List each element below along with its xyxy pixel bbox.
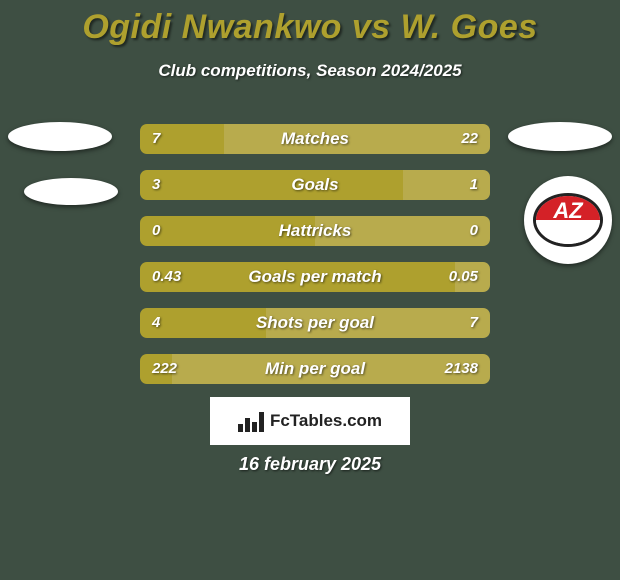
page-title: Ogidi Nwankwo vs W. Goes bbox=[0, 8, 620, 47]
player-left-marker-2 bbox=[24, 178, 118, 205]
metric-value-left: 0.43 bbox=[152, 262, 181, 292]
metric-row: Min per goal222 2138 bbox=[140, 354, 490, 384]
az-badge: AZ bbox=[533, 193, 603, 247]
page-subtitle: Club competitions, Season 2024/2025 bbox=[0, 61, 620, 81]
metric-value-right: 1 bbox=[470, 170, 478, 200]
metric-row: Hattricks0 0 bbox=[140, 216, 490, 246]
metric-label: Shots per goal bbox=[140, 308, 490, 338]
player-right-club-badge: AZ bbox=[524, 176, 612, 264]
metric-row: Goals per match0.43 0.05 bbox=[140, 262, 490, 292]
metric-value-left: 7 bbox=[152, 124, 160, 154]
metric-value-right: 0.05 bbox=[449, 262, 478, 292]
comparison-infographic: Ogidi Nwankwo vs W. Goes Club competitio… bbox=[0, 0, 620, 580]
player-right-marker-1 bbox=[508, 122, 612, 151]
player-left-marker-1 bbox=[8, 122, 112, 151]
metric-row: Shots per goal4 7 bbox=[140, 308, 490, 338]
metric-value-left: 3 bbox=[152, 170, 160, 200]
metric-value-left: 4 bbox=[152, 308, 160, 338]
metric-value-right: 22 bbox=[461, 124, 478, 154]
metric-row: Goals3 1 bbox=[140, 170, 490, 200]
metric-label: Min per goal bbox=[140, 354, 490, 384]
chart-icon bbox=[238, 410, 264, 432]
comparison-bars: Matches722Goals31Hattricks00Goals per ma… bbox=[140, 124, 490, 400]
metric-row: Matches7 22 bbox=[140, 124, 490, 154]
metric-value-left: 0 bbox=[152, 216, 160, 246]
metric-value-right: 2138 bbox=[445, 354, 478, 384]
watermark-text: FcTables.com bbox=[270, 411, 382, 431]
watermark: FcTables.com bbox=[210, 397, 410, 445]
date-label: 16 february 2025 bbox=[0, 454, 620, 475]
az-badge-text: AZ bbox=[536, 198, 600, 224]
metric-label: Matches bbox=[140, 124, 490, 154]
metric-value-right: 7 bbox=[470, 308, 478, 338]
metric-label: Hattricks bbox=[140, 216, 490, 246]
metric-value-left: 222 bbox=[152, 354, 177, 384]
metric-label: Goals per match bbox=[140, 262, 490, 292]
metric-value-right: 0 bbox=[470, 216, 478, 246]
metric-label: Goals bbox=[140, 170, 490, 200]
